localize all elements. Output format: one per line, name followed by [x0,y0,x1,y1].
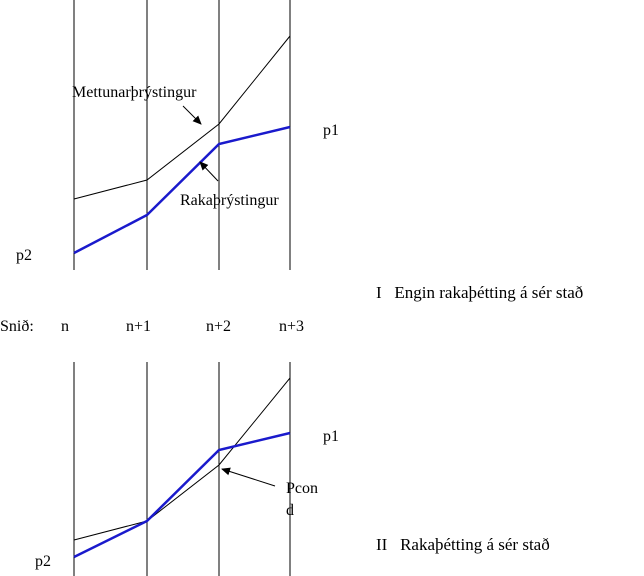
bottom-pcond-label-line2: d [286,502,294,519]
top-vapor-label: Rakaþrýstingur [180,192,279,209]
section-label-n1: n+1 [126,318,151,335]
top-caption: I Engin rakaþétting á sér stað [376,283,583,302]
section-label-n: n [61,318,69,335]
bottom-caption: II Rakaþétting á sér stað [376,535,550,554]
bottom-section-lines [73,362,291,576]
bottom-p1-label: p1 [323,428,339,445]
section-label-n3: n+3 [279,318,304,335]
bottom-pcond-arrow [221,467,276,487]
bottom-pcond-label-line1: Pcon [286,480,318,497]
section-labels: Snið: n n+1 n+2 n+3 [0,318,304,335]
top-saturation-arrow [182,105,202,125]
top-saturation-pressure-curve [73,35,291,200]
top-p1-label: p1 [323,122,339,139]
bottom-p2-label: p2 [35,553,51,570]
top-vapor-pressure-curve [73,125,291,255]
top-diagram: Mettunarþrýstingur Rakaþrýstingur p1 p2 … [16,0,583,302]
bottom-saturation-pressure-curve [73,377,291,541]
section-label-n2: n+2 [206,318,231,335]
bottom-diagram: Pcon d p1 p2 II Rakaþétting á sér stað [35,362,550,576]
top-vapor-arrow [199,161,219,182]
top-section-lines [73,0,291,270]
bottom-vapor-pressure-curve [73,431,291,559]
top-p2-label: p2 [16,247,32,264]
top-saturation-label: Mettunarþrýstingur [72,84,197,101]
sections-title: Snið: [0,318,34,335]
